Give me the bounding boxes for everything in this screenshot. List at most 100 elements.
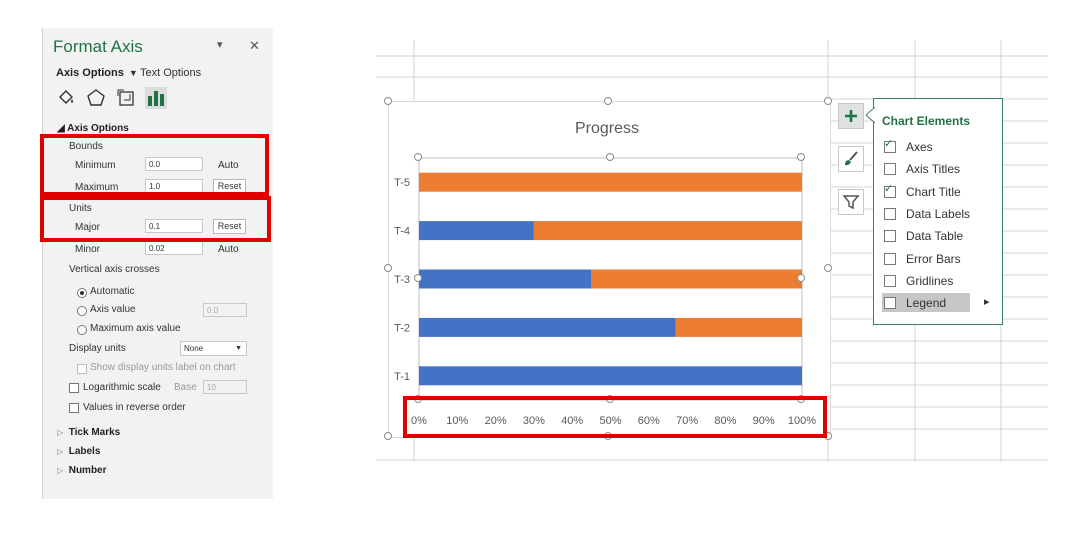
chart-resize-handle[interactable] — [824, 97, 832, 105]
checkbox[interactable] — [884, 185, 896, 198]
major-input[interactable]: 0.1 — [145, 219, 203, 233]
plot-area-handle[interactable] — [797, 153, 805, 161]
chart-element-chart-title[interactable]: ✓ Chart Title — [882, 182, 970, 201]
chart-title[interactable]: Progress — [575, 120, 639, 137]
minimum-label: Minimum — [75, 160, 116, 171]
maximum-label: Maximum — [75, 182, 119, 193]
x-tick-label: 60% — [638, 415, 660, 427]
axis-highlight-box — [403, 396, 827, 438]
expand-triangle-icon: ▷ — [57, 466, 64, 475]
axis-options-section-header[interactable]: ◢ Axis Options — [57, 123, 129, 134]
checkbox[interactable] — [884, 252, 896, 265]
chart-element-error-bars[interactable]: Error Bars — [882, 249, 970, 268]
minor-state: Auto — [218, 244, 239, 255]
chart-resize-handle[interactable] — [384, 97, 392, 105]
tick-marks-section-header[interactable]: ▷ Tick Marks — [57, 427, 121, 438]
logarithmic-scale-checkbox[interactable] — [69, 383, 79, 393]
chart-resize-handle[interactable] — [604, 97, 612, 105]
pane-close-icon[interactable]: ✕ — [249, 38, 260, 53]
number-section-header[interactable]: ▷ Number — [57, 465, 107, 476]
bar-t-5-series-2[interactable] — [419, 172, 802, 192]
plot-area-handle[interactable] — [414, 274, 422, 282]
units-label: Units — [69, 203, 92, 214]
bar-chart: Progress T-1 T-2 T-3 T-4 T-5 0% 10% 20% 30% 40% 5… — [394, 120, 816, 427]
x-tick-label: 90% — [753, 415, 775, 427]
chart-resize-handle[interactable] — [824, 264, 832, 272]
bar-t-2-series-2[interactable] — [675, 317, 802, 337]
base-input[interactable]: 10 — [203, 380, 247, 394]
plot-area-handle[interactable] — [606, 153, 614, 161]
show-units-label-checkbox[interactable] — [77, 364, 87, 374]
legend-submenu-arrow-icon[interactable]: ▸ — [984, 296, 990, 309]
x-tick-label: 20% — [485, 415, 507, 427]
chart-element-gridlines[interactable]: Gridlines — [882, 271, 970, 290]
vertical-axis-crosses-label: Vertical axis crosses — [69, 264, 160, 275]
axis-value-label[interactable]: Axis value — [90, 304, 136, 315]
show-units-label-text: Show display units label on chart — [90, 362, 236, 373]
pane-options-chevron-down-icon[interactable]: ▾ — [217, 39, 223, 51]
axis-options-icon[interactable] — [145, 87, 167, 109]
bar-t-1-series-1[interactable] — [419, 366, 802, 386]
chart-element-label: Gridlines — [906, 273, 954, 288]
bar-t-3-series-1[interactable] — [419, 269, 592, 289]
checkbox[interactable] — [884, 207, 896, 220]
chevron-down-icon: ▼ — [235, 345, 242, 352]
chart-styles-button[interactable] — [838, 146, 864, 172]
reverse-order-checkbox[interactable] — [69, 403, 79, 413]
fill-line-icon[interactable] — [55, 87, 77, 109]
checkmark-icon: ✓ — [884, 138, 894, 150]
chart-element-data-labels[interactable]: Data Labels — [882, 204, 970, 223]
chart-resize-handle[interactable] — [384, 264, 392, 272]
chart-area[interactable]: Progress T-1 T-2 T-3 T-4 T-5 0% 10% 20% 30% 40% 5… — [388, 101, 831, 438]
chart-element-label: Error Bars — [906, 251, 961, 266]
chart-elements-button[interactable] — [838, 103, 864, 129]
chart-element-label: Axis Titles — [906, 162, 961, 177]
checkbox[interactable] — [884, 141, 896, 153]
chart-element-label: Data Labels — [906, 206, 971, 221]
minor-input[interactable]: 0.02 — [145, 241, 203, 255]
tab-axis-options-chevron-down-icon[interactable]: ▼ — [128, 68, 138, 78]
bar-t-4-series-2[interactable] — [533, 221, 802, 241]
chart-element-legend[interactable]: Legend — [882, 293, 970, 313]
checkbox[interactable] — [884, 230, 896, 243]
chart-element-axes[interactable]: ✓ Axes — [882, 137, 970, 156]
x-tick-label: 100% — [788, 415, 816, 427]
chart-element-label: Axes — [906, 140, 933, 154]
minimum-input[interactable]: 0.0 — [145, 157, 203, 171]
tab-text-options[interactable]: Text Options — [140, 67, 202, 79]
maximum-axis-value-label[interactable]: Maximum axis value — [90, 323, 181, 334]
bar-t-3-series-2[interactable] — [591, 269, 802, 289]
bounds-label: Bounds — [69, 141, 103, 152]
chart-filters-funnel-icon — [842, 195, 860, 210]
x-tick-label: 40% — [561, 415, 583, 427]
chart-element-axis-titles[interactable]: Axis Titles — [882, 159, 970, 178]
automatic-label[interactable]: Automatic — [90, 286, 135, 297]
major-reset-button[interactable]: Reset — [213, 219, 246, 234]
checkbox[interactable] — [884, 163, 896, 176]
chart-filters-button[interactable] — [838, 189, 864, 215]
plot-area-handle[interactable] — [797, 274, 805, 282]
plot-area-handle[interactable] — [414, 153, 422, 161]
chart-element-label: Chart Title — [906, 184, 961, 199]
maximum-axis-value-radio[interactable] — [77, 325, 87, 335]
display-units-select[interactable]: None ▼ — [180, 341, 247, 356]
units-highlight-box — [40, 196, 271, 242]
x-tick-label: 30% — [523, 415, 545, 427]
chart-element-label: Legend — [906, 296, 947, 311]
bar-t-4-series-1[interactable] — [419, 221, 534, 241]
automatic-radio[interactable] — [77, 288, 87, 298]
axis-value-input[interactable]: 0.0 — [203, 303, 247, 317]
checkbox[interactable] — [884, 297, 896, 310]
labels-section-header[interactable]: ▷ Labels — [57, 446, 101, 457]
chart-resize-handle[interactable] — [384, 432, 392, 440]
tab-axis-options[interactable]: Axis Options — [56, 67, 124, 79]
size-properties-icon[interactable] — [115, 87, 137, 109]
base-label: Base — [174, 382, 197, 393]
axis-value-radio[interactable] — [77, 306, 87, 316]
y-tick-label: T-1 — [394, 371, 410, 383]
expand-triangle-icon: ▷ — [57, 428, 64, 437]
checkbox[interactable] — [884, 274, 896, 287]
chart-element-data-table[interactable]: Data Table — [882, 226, 970, 245]
effects-icon[interactable] — [85, 87, 107, 109]
bar-t-2-series-1[interactable] — [419, 317, 676, 337]
